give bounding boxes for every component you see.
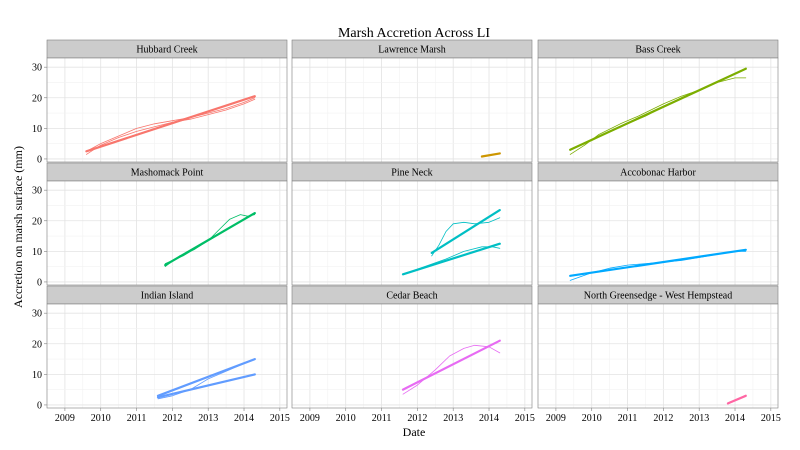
plot-background: [47, 181, 287, 285]
panel-border: [46, 303, 288, 409]
facet-panel: North Greensedge - West Hempstead 2009 201…: [537, 285, 781, 424]
y-tick-label: 20: [32, 339, 42, 350]
plot-background: [47, 304, 287, 408]
panel-border: [46, 180, 288, 286]
panel-border: [291, 180, 533, 286]
x-tick-label: 2009: [546, 413, 566, 424]
smooth-line: [569, 250, 747, 281]
plot-background: [47, 58, 287, 162]
facet-strip-label: North Greensedge - West Hempstead: [584, 291, 732, 302]
smooth-line: [481, 152, 501, 158]
x-tick-label: 2015: [761, 413, 781, 424]
facet-strip-label: Hubbard Creek: [136, 45, 197, 56]
x-tick-label: 2009: [55, 413, 75, 424]
facet-strip-label: Cedar Beach: [386, 291, 437, 302]
y-tick-label: 0: [37, 154, 42, 165]
smooth-line: [569, 68, 747, 151]
smooth-line: [402, 246, 501, 275]
facet-panel: Mashomack Point 0 10 20 30: [32, 162, 288, 288]
y-tick-label: 30: [32, 309, 42, 320]
smooth-line: [727, 394, 747, 405]
x-tick-label: 2009: [300, 413, 320, 424]
facet-strip-label: Mashomack Point: [131, 168, 204, 179]
smooth-line: [164, 212, 256, 265]
x-axis-title: Date: [403, 425, 426, 439]
y-tick-label: 0: [37, 277, 42, 288]
y-tick-label: 10: [32, 124, 42, 135]
trend-line: [401, 242, 501, 276]
trend-line: [430, 209, 501, 254]
facet-panel: Lawrence Marsh: [291, 39, 533, 163]
x-tick-label: 2012: [162, 413, 182, 424]
x-tick-label: 2011: [127, 413, 147, 424]
x-tick-label: 2013: [443, 413, 463, 424]
panels-group: Hubbard Creek 0 10 20 30 Lawrence Marsh Bass C…: [32, 39, 781, 424]
trend-line: [401, 339, 501, 391]
facet-panel: Indian Island 0 10 20 30 2009 2010 2011 2012 2013…: [32, 285, 290, 424]
facet-strip-label: Indian Island: [141, 291, 194, 302]
trend-line: [85, 95, 256, 153]
smooth-line: [569, 77, 747, 155]
plot-background: [292, 304, 532, 408]
plot-background: [538, 181, 778, 285]
plot-background: [292, 58, 532, 162]
x-tick-label: 2010: [91, 413, 111, 424]
chart-title: Marsh Accretion Across LI: [338, 26, 490, 41]
smooth-line: [86, 97, 256, 152]
trend-line: [156, 358, 256, 397]
facet-panel: Accobonac Harbor: [537, 162, 779, 286]
trend-line: [156, 373, 256, 399]
y-tick-label: 30: [32, 186, 42, 197]
facet-panel: Hubbard Creek 0 10 20 30: [32, 39, 288, 165]
y-tick-label: 30: [32, 63, 42, 74]
panel-border: [46, 57, 288, 163]
y-tick-label: 20: [32, 216, 42, 227]
smooth-line: [431, 217, 501, 257]
facet-strip-label: Accobonac Harbor: [620, 168, 696, 179]
x-tick-label: 2011: [372, 413, 392, 424]
smooth-line: [157, 358, 256, 400]
y-axis-title: Accretion on marsh surface (mm): [11, 146, 25, 308]
panel-border: [291, 57, 533, 163]
panel-border: [291, 303, 533, 409]
y-tick-label: 0: [37, 400, 42, 411]
x-tick-label: 2010: [582, 413, 602, 424]
facet-panel: Cedar Beach 2009 2010 2011 2012 2013 2014 2015: [291, 285, 535, 424]
smooth-line: [164, 214, 256, 268]
x-tick-label: 2014: [725, 413, 745, 424]
panel-border: [537, 57, 779, 163]
y-tick-label: 20: [32, 93, 42, 104]
x-tick-label: 2012: [407, 413, 427, 424]
x-tick-label: 2014: [479, 413, 499, 424]
x-tick-label: 2010: [336, 413, 356, 424]
smooth-line: [86, 98, 256, 155]
x-tick-label: 2012: [653, 413, 673, 424]
smooth-line: [402, 344, 501, 395]
facet-panel: Pine Neck: [291, 162, 533, 286]
facet-strip-label: Lawrence Marsh: [378, 45, 445, 56]
facet-panel: Bass Creek: [537, 39, 779, 163]
x-tick-label: 2014: [234, 413, 254, 424]
x-tick-label: 2011: [618, 413, 638, 424]
x-tick-label: 2015: [270, 413, 290, 424]
facet-strip-label: Pine Neck: [391, 168, 432, 179]
facet-strip-label: Bass Creek: [635, 45, 680, 56]
x-tick-label: 2013: [689, 413, 709, 424]
y-tick-label: 10: [32, 370, 42, 381]
panel-border: [537, 180, 779, 286]
panel-border: [537, 303, 779, 409]
plot-background: [292, 181, 532, 285]
x-tick-label: 2015: [515, 413, 535, 424]
plot-background: [538, 304, 778, 408]
y-tick-label: 10: [32, 247, 42, 258]
x-tick-label: 2013: [198, 413, 218, 424]
